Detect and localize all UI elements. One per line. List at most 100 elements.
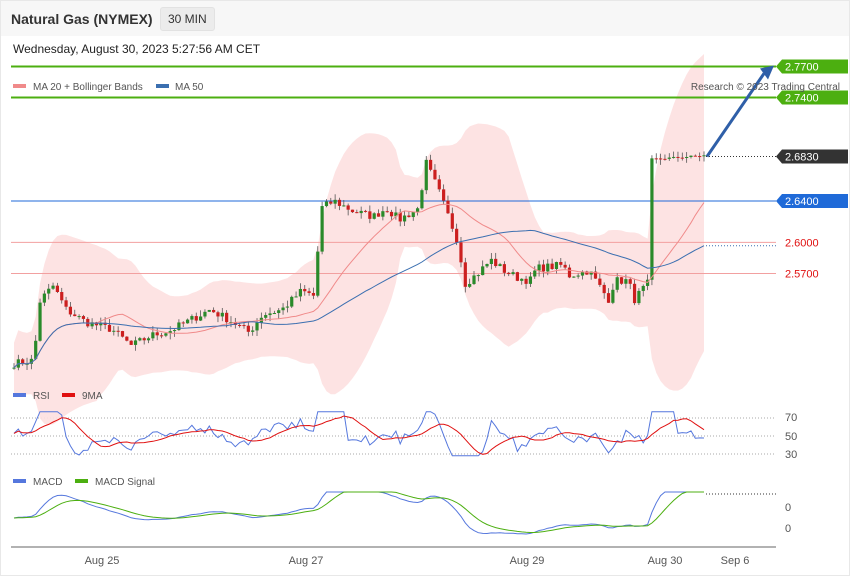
level-tag-0 — [776, 59, 848, 74]
candle-body — [572, 276, 576, 278]
candle-body — [481, 266, 485, 276]
candle-body — [446, 200, 450, 214]
last-price-label: 2.6830 — [785, 151, 819, 163]
candle-body — [125, 336, 129, 341]
x-tick-aug27: Aug 27 — [289, 555, 324, 567]
candle-body — [611, 289, 615, 303]
instrument-title: Natural Gas (NYMEX) — [11, 11, 153, 27]
ma20-line — [13, 202, 705, 368]
candle-body — [372, 213, 376, 219]
candle-body — [563, 264, 567, 268]
x-tick-aug30: Aug 30 — [648, 555, 683, 567]
candle-body — [159, 335, 164, 337]
candle-body — [602, 284, 606, 294]
candle-body — [25, 363, 29, 365]
rsi-tick-50: 50 — [785, 431, 797, 443]
candle-body — [251, 330, 255, 332]
candle-body — [168, 331, 172, 334]
bollinger-band-fill — [14, 54, 704, 425]
level-label-0: 2.7700 — [785, 61, 819, 73]
candle-body — [680, 157, 684, 159]
candle-body — [376, 213, 381, 217]
candle-body — [242, 325, 246, 327]
candle-body — [346, 205, 350, 210]
candle-body — [81, 316, 86, 319]
candle-body — [311, 292, 316, 296]
macd-signal-line — [13, 491, 704, 533]
macd-panel: MACD MACD Signal 0 0 — [13, 477, 791, 535]
candle-body — [654, 158, 658, 160]
candle-body — [103, 322, 107, 325]
candle-body — [619, 277, 624, 284]
candle-body — [73, 314, 77, 317]
candle-body — [363, 210, 368, 212]
candle-body — [663, 158, 667, 160]
candle-body — [381, 211, 385, 217]
legend-swatch-9ma — [62, 393, 75, 397]
candle-body — [51, 285, 55, 289]
candle-body — [133, 340, 138, 345]
candle-body — [199, 316, 203, 321]
candle-body — [593, 271, 598, 279]
candle-body — [585, 271, 589, 275]
candle-body — [537, 264, 541, 271]
candle-body — [672, 156, 676, 158]
candle-body — [238, 324, 242, 326]
candle-body — [233, 322, 237, 325]
candle-body — [21, 359, 25, 364]
rsi-ma-line — [13, 415, 705, 455]
price-levels — [11, 65, 776, 274]
candle-body — [502, 264, 506, 273]
candle-body — [415, 208, 420, 212]
x-tick-aug25: Aug 25 — [85, 555, 120, 567]
candle-body — [420, 190, 424, 209]
candle-body — [641, 285, 645, 291]
level-label-4: 2.5700 — [785, 268, 819, 280]
candle-body — [120, 331, 125, 337]
candle-body — [615, 277, 619, 290]
candle-body — [268, 313, 272, 316]
candle-body — [637, 290, 641, 304]
candle-body — [316, 251, 320, 296]
candle-body — [164, 333, 168, 336]
candle-body — [181, 322, 185, 324]
candle-body — [402, 215, 407, 222]
candle-body — [29, 358, 33, 364]
x-axis: Aug 25 Aug 27 Aug 29 Aug 30 Sep 6 — [11, 546, 776, 567]
rsi-line — [13, 411, 705, 457]
candle-body — [151, 332, 155, 339]
candle-body — [320, 206, 324, 252]
level-label-2: 2.6400 — [785, 196, 819, 208]
candle-body — [146, 338, 151, 341]
candle-body — [303, 288, 307, 292]
candle-body — [333, 199, 337, 204]
legend-ma50-label: MA 50 — [175, 82, 204, 93]
candle-body — [650, 158, 654, 280]
legend-ma20-label: MA 20 + Bollinger Bands — [33, 82, 143, 93]
projection-arrow — [705, 65, 774, 158]
candle-body — [277, 310, 281, 314]
candle-body — [264, 315, 268, 318]
candle-body — [533, 270, 537, 277]
candle-body — [476, 275, 480, 277]
projection-line — [705, 72, 766, 158]
level-tag-2 — [776, 194, 848, 208]
candle-body — [576, 275, 580, 277]
timeframe-badge[interactable]: 30 MIN — [160, 7, 215, 31]
candle-body — [329, 201, 333, 204]
ma50-line — [13, 229, 705, 368]
projection-arrowhead — [760, 65, 774, 80]
candle-body — [659, 158, 663, 160]
candle-body — [207, 309, 211, 312]
candle-body — [589, 271, 593, 275]
rsi-panel: RSI 9MA 70 50 30 — [13, 391, 797, 461]
candle-body — [34, 340, 38, 359]
candle-body — [385, 211, 389, 213]
candle-body — [337, 199, 342, 206]
candle-body — [485, 263, 489, 267]
candle-body — [580, 271, 585, 276]
candle-body — [216, 312, 220, 317]
legend-rsi-label: RSI — [33, 391, 50, 402]
macd-tick-lower: 0 — [785, 523, 791, 535]
candle-body — [550, 263, 554, 270]
